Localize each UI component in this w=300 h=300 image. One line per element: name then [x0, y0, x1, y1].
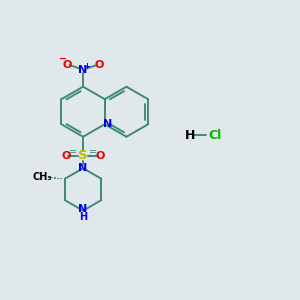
Text: =: =	[69, 147, 77, 157]
Text: N: N	[103, 119, 112, 129]
Text: O: O	[95, 151, 105, 161]
Text: O: O	[61, 151, 71, 161]
Text: N: N	[79, 163, 88, 173]
Text: O: O	[62, 60, 72, 70]
Text: S: S	[78, 149, 88, 162]
Text: H: H	[79, 212, 87, 222]
Text: H: H	[184, 129, 195, 142]
Text: =: =	[89, 147, 98, 157]
Text: CH₃: CH₃	[32, 172, 52, 182]
Text: N: N	[79, 65, 88, 76]
Text: O: O	[94, 60, 104, 70]
Text: N: N	[79, 204, 88, 214]
Text: +: +	[83, 62, 90, 71]
Text: −: −	[59, 54, 67, 64]
Text: Cl: Cl	[208, 129, 221, 142]
